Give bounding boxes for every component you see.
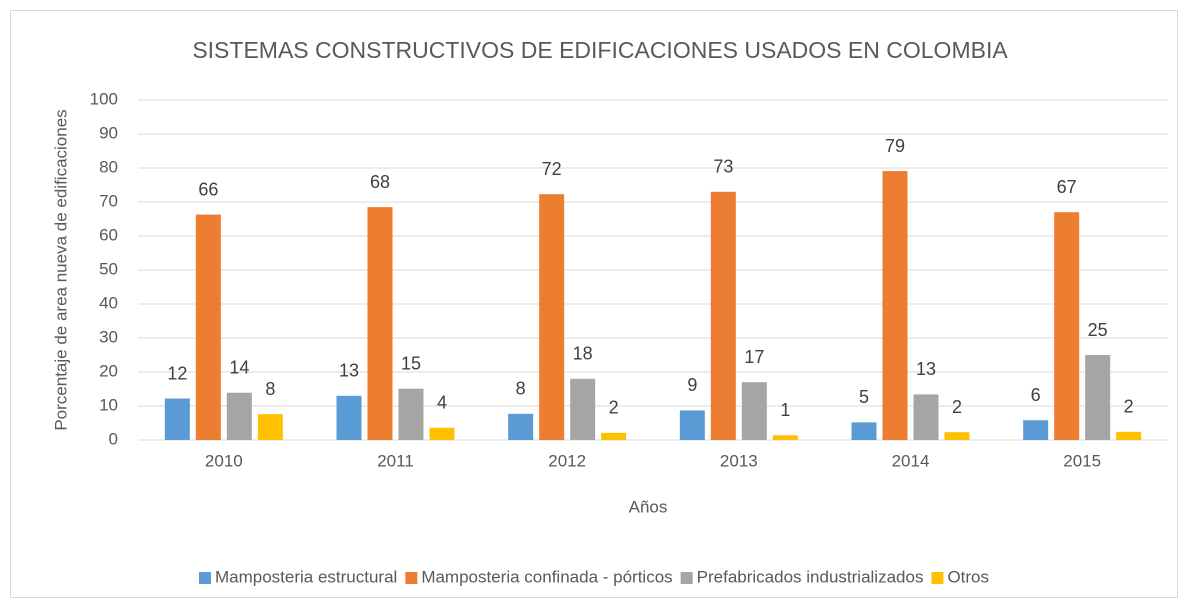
bar [1023, 420, 1049, 440]
x-tick-label: 2012 [548, 451, 586, 470]
data-label: 4 [437, 393, 447, 413]
data-label: 13 [339, 361, 359, 381]
data-label: 14 [229, 357, 249, 377]
data-label: 15 [401, 353, 421, 373]
data-label: 8 [265, 379, 275, 399]
legend-swatch [405, 572, 418, 584]
legend-label: Otros [947, 567, 989, 586]
legend-swatch [198, 572, 211, 584]
y-tick-label: 100 [90, 89, 118, 108]
bar [257, 414, 283, 440]
y-tick-label: 90 [99, 123, 118, 142]
bar [741, 382, 767, 440]
y-tick-label: 30 [99, 327, 118, 346]
bar [570, 378, 596, 440]
data-label: 2 [609, 398, 619, 418]
bar [601, 432, 627, 440]
legend-label: Prefabricados industrializados [697, 567, 924, 586]
y-tick-label: 10 [99, 395, 118, 414]
data-label: 12 [167, 363, 187, 383]
data-label: 17 [744, 347, 764, 367]
legend-swatch [680, 572, 693, 584]
bar [679, 410, 705, 440]
bar [336, 395, 362, 440]
y-tick-label: 50 [99, 259, 118, 278]
chart-title: SISTEMAS CONSTRUCTIVOS DE EDIFICACIONES … [192, 37, 1008, 63]
data-label: 25 [1088, 320, 1108, 340]
legend-label: Mamposteria estructural [215, 567, 397, 586]
bar [367, 207, 393, 440]
data-label: 79 [885, 136, 905, 156]
bar [1116, 431, 1142, 440]
bar [772, 435, 798, 440]
data-label: 67 [1057, 177, 1077, 197]
data-label: 66 [198, 179, 218, 199]
bar [710, 191, 736, 440]
bar [1085, 355, 1111, 440]
x-axis-label: Años [629, 497, 668, 516]
y-tick-label: 40 [99, 293, 118, 312]
bar [913, 394, 939, 440]
data-label: 73 [713, 157, 733, 177]
bar [1054, 212, 1080, 440]
bar [429, 427, 455, 440]
y-tick-label: 70 [99, 191, 118, 210]
bar [164, 398, 190, 440]
y-tick-label: 20 [99, 361, 118, 380]
data-label: 2 [952, 397, 962, 417]
data-label: 18 [573, 344, 593, 364]
bar [851, 422, 877, 440]
bar [944, 432, 970, 440]
y-axis-label: Porcentaje de area nueva de edificacione… [51, 109, 70, 430]
bar [398, 388, 424, 440]
bar [882, 171, 908, 440]
bar [195, 214, 221, 440]
x-tick-label: 2015 [1063, 451, 1101, 470]
x-tick-label: 2014 [892, 451, 930, 470]
bar [226, 392, 252, 440]
data-label: 9 [687, 375, 697, 395]
legend-label: Mamposteria confinada - pórticos [421, 567, 672, 586]
y-tick-label: 0 [109, 429, 118, 448]
data-label: 72 [542, 159, 562, 179]
y-tick-label: 80 [99, 157, 118, 176]
legend-swatch [931, 572, 944, 584]
y-tick-label: 60 [99, 225, 118, 244]
x-tick-label: 2011 [377, 451, 414, 470]
bar [508, 413, 534, 440]
data-label: 13 [916, 359, 936, 379]
data-label: 68 [370, 172, 390, 192]
data-label: 5 [859, 387, 869, 407]
x-tick-label: 2013 [720, 451, 758, 470]
data-label: 8 [516, 379, 526, 399]
bar [539, 194, 565, 440]
data-label: 6 [1031, 385, 1041, 405]
x-tick-label: 2010 [205, 451, 243, 470]
data-label: 2 [1124, 397, 1134, 417]
data-label: 1 [780, 400, 790, 420]
